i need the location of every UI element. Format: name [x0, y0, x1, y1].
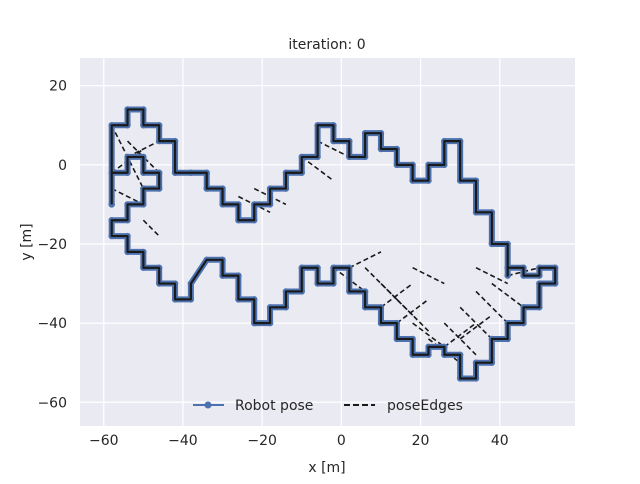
tick-labels: −60 −40 −20 0 20 40 20 0 −20 −40 −60 — [37, 79, 508, 449]
pose-edge — [412, 322, 445, 348]
pose-edge — [443, 322, 477, 348]
pose-edge — [301, 156, 334, 182]
y-axis-label: y [m] — [19, 223, 35, 260]
y-tick-label: 20 — [49, 79, 67, 95]
pose-edge — [475, 267, 509, 285]
legend-pose-edges-label: poseEdges — [387, 398, 463, 414]
pose-edge — [348, 251, 382, 269]
pose-edge — [142, 219, 160, 237]
pose-edge — [127, 140, 160, 158]
y-tick-label: −60 — [37, 395, 67, 411]
y-tick-label: 0 — [58, 158, 67, 174]
x-tick-label: 40 — [491, 433, 509, 449]
x-axis-label: x [m] — [308, 460, 345, 476]
x-tick-label: 20 — [412, 433, 430, 449]
y-tick-label: −40 — [37, 316, 67, 332]
legend-robot-pose-label: Robot pose — [235, 398, 313, 414]
y-tick-label: −20 — [37, 237, 67, 253]
x-tick-label: 0 — [337, 433, 346, 449]
robot-pose-layer — [108, 106, 559, 382]
pose-edge — [111, 187, 144, 206]
pose-edge — [412, 267, 445, 285]
x-tick-label: −60 — [89, 433, 119, 449]
chart-title: iteration: 0 — [288, 37, 365, 53]
pose-edge — [491, 282, 524, 308]
robot-pose-trajectory — [110, 108, 557, 380]
x-tick-label: −20 — [247, 433, 277, 449]
pose-edge — [459, 314, 493, 340]
legend-robot-pose-marker — [204, 401, 212, 409]
x-tick-label: −40 — [168, 433, 198, 449]
legend: Robot pose poseEdges — [193, 398, 463, 414]
pose-edge — [396, 298, 429, 324]
pose-edge — [317, 140, 350, 158]
pose-edge — [380, 282, 414, 308]
